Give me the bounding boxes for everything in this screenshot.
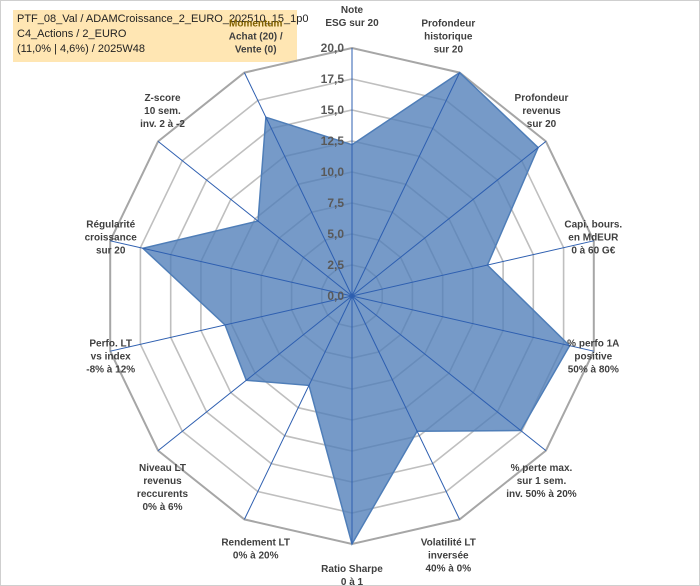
axis-label: inv. 2 à -2 bbox=[140, 119, 185, 130]
axis-label: ESG sur 20 bbox=[325, 18, 379, 29]
chart-title-line-1: PTF_08_Val / ADAMCroissance_2_EURO_20251… bbox=[17, 13, 309, 25]
axis-label: Régularité bbox=[86, 219, 135, 230]
r-tick-label: 20,0 bbox=[321, 41, 345, 55]
axis-label: vs index bbox=[91, 352, 131, 363]
r-tick-label: 7,5 bbox=[327, 196, 344, 210]
axis-label: Capi. bours. bbox=[564, 219, 622, 230]
axis-spoke bbox=[351, 240, 594, 297]
axis-label: Niveau LT bbox=[139, 463, 186, 474]
axis-spoke bbox=[157, 295, 353, 451]
axis-label: -8% à 12% bbox=[86, 365, 135, 376]
axis-label: 40% à 0% bbox=[426, 564, 472, 575]
axis-label: % perfo 1A bbox=[567, 339, 619, 350]
axis-label: % perte max. bbox=[511, 463, 573, 474]
axis-label: inv. 50% à 20% bbox=[506, 489, 577, 500]
axis-label: sur 20 bbox=[434, 45, 464, 56]
axis-spoke bbox=[157, 141, 353, 297]
r-tick-label: 17,5 bbox=[321, 72, 345, 86]
axis-label: 0 à 60 G€ bbox=[571, 245, 615, 256]
axis-spoke bbox=[110, 240, 353, 297]
axis-spoke bbox=[351, 295, 461, 520]
axis-label: revenus bbox=[522, 106, 561, 117]
chart-title-box: PTF_08_Val / ADAMCroissance_2_EURO_20251… bbox=[13, 10, 309, 62]
axis-label: 10 sem. bbox=[144, 106, 181, 117]
axis-label: Momentum bbox=[229, 19, 282, 30]
axis-label: sur 20 bbox=[527, 119, 557, 130]
axis-spoke bbox=[351, 295, 547, 451]
r-tick-label: 2,5 bbox=[327, 258, 344, 272]
axis-label: sur 20 bbox=[96, 245, 126, 256]
axis-label: revenus bbox=[143, 476, 182, 487]
axis-label: Z-score bbox=[144, 93, 181, 104]
series-area bbox=[141, 71, 571, 546]
axis-label: historique bbox=[424, 32, 473, 43]
axis-spoke bbox=[351, 295, 594, 352]
axis-spoke bbox=[243, 72, 353, 297]
axis-spoke bbox=[351, 141, 547, 297]
axis-label: sur 1 sem. bbox=[517, 476, 567, 487]
axis-label: Achat (20) / bbox=[229, 32, 283, 43]
axis-label: en MdEUR bbox=[568, 232, 619, 243]
axis-spoke bbox=[110, 295, 353, 352]
r-tick-label: 5,0 bbox=[327, 227, 344, 241]
axis-label: Vente (0) bbox=[235, 45, 277, 56]
r-tick-label: 12,5 bbox=[321, 134, 345, 148]
axis-spoke bbox=[243, 295, 353, 520]
r-tick-label: 10,0 bbox=[321, 165, 345, 179]
axis-label: Profondeur bbox=[421, 19, 475, 30]
axis-label: Ratio Sharpe bbox=[321, 564, 383, 575]
axis-label: positive bbox=[574, 352, 612, 363]
axis-label: Note bbox=[341, 5, 364, 16]
r-tick-label: 0,0 bbox=[327, 289, 344, 303]
axis-label: inversée bbox=[428, 551, 469, 562]
axis-spoke bbox=[351, 72, 461, 297]
axis-label: Volatilité LT bbox=[421, 538, 476, 549]
chart-title-line-2: C4_Actions / 2_EURO bbox=[17, 28, 127, 40]
axis-label: croissance bbox=[85, 232, 138, 243]
axis-label: 0% à 20% bbox=[233, 551, 279, 562]
axis-label: reccurents bbox=[137, 489, 189, 500]
axis-label: Profondeur bbox=[515, 93, 569, 104]
axis-label: Perfo. LT bbox=[89, 339, 132, 350]
axis-label: Rendement LT bbox=[221, 538, 290, 549]
axis-label: 0 à 1 bbox=[341, 577, 364, 586]
r-tick-label: 15,0 bbox=[321, 103, 345, 117]
axis-label: 0% à 6% bbox=[142, 502, 182, 513]
chart-title-line-3: (11,0% | 4,6%) / 2025W48 bbox=[17, 43, 145, 55]
axis-label: 50% à 80% bbox=[568, 365, 619, 376]
